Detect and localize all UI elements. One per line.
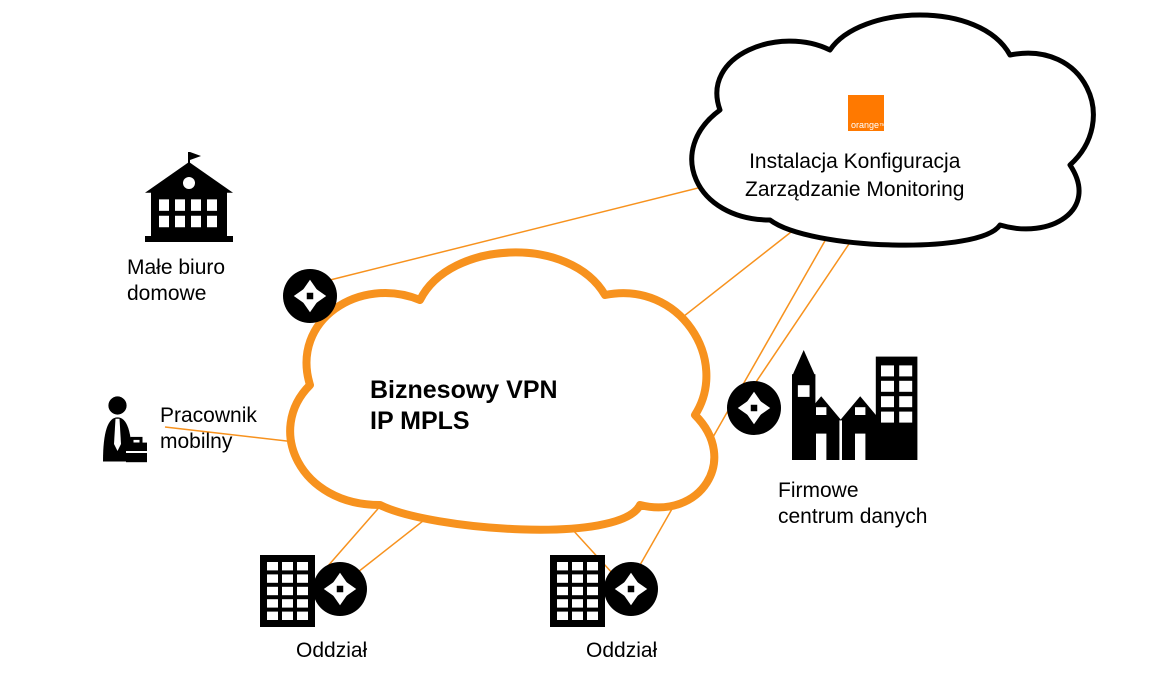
datacenter-label-l2: centrum danych — [778, 504, 927, 530]
mobile-worker-label-l2: mobilny — [160, 429, 257, 455]
branch2-building-icon — [550, 555, 605, 627]
mgmt-cloud-shape — [692, 15, 1094, 245]
branch1-building-icon — [260, 555, 315, 627]
branch2-label: Oddział — [586, 638, 657, 664]
mobile-worker-label-l1: Pracownik — [160, 403, 257, 429]
diagram-root: Biznesowy VPN IP MPLS orange™ Instalacja… — [0, 0, 1164, 682]
orange-brand-square: orange™ — [848, 95, 884, 131]
mgmt-cloud-label: Instalacja Konfiguracja Zarządzanie Moni… — [745, 148, 964, 205]
orange-brand-tm: ™ — [879, 123, 886, 130]
branch1-label: Oddział — [296, 638, 367, 664]
home-office-icon — [145, 152, 233, 242]
datacenter-icon — [792, 350, 917, 460]
datacenter-label: Firmowe centrum danych — [778, 478, 927, 531]
home-office-label-l1: Małe biuro — [127, 255, 225, 281]
mgmt-cloud-line2: Zarządzanie Monitoring — [745, 176, 964, 204]
center-cloud-label: Biznesowy VPN IP MPLS — [370, 375, 558, 438]
datacenter-label-l1: Firmowe — [778, 478, 927, 504]
center-cloud-line2: IP MPLS — [370, 406, 558, 437]
home-office-label: Małe biuro domowe — [127, 255, 225, 308]
mgmt-cloud-line1: Instalacja Konfiguracja — [745, 148, 964, 176]
mobile-worker-label: Pracownik mobilny — [160, 403, 257, 456]
orange-brand-text: orange — [851, 120, 879, 130]
mobile-worker-icon — [103, 396, 147, 462]
center-cloud-line1: Biznesowy VPN — [370, 375, 558, 406]
svg-layer — [0, 0, 1164, 682]
home-office-label-l2: domowe — [127, 281, 225, 307]
